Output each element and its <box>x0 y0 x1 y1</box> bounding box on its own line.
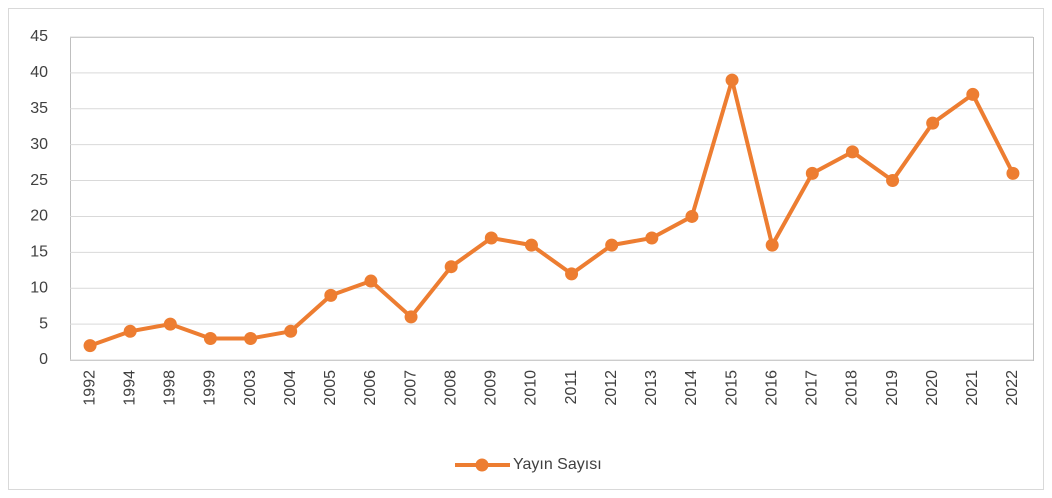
data-point <box>1006 166 1020 180</box>
x-tick-label: 1999 <box>202 370 219 406</box>
legend-label: Yayın Sayısı <box>513 456 602 473</box>
x-tick-label: 2006 <box>362 370 379 406</box>
data-point <box>404 310 418 324</box>
x-tick-label: 2020 <box>924 370 941 406</box>
x-tick-label: 2009 <box>483 370 500 406</box>
data-point <box>926 116 940 130</box>
x-tick-label: 2011 <box>563 370 580 405</box>
y-tick-label: 45 <box>30 28 48 45</box>
data-point <box>765 238 779 252</box>
x-tick-label: 2010 <box>523 370 540 406</box>
data-point <box>284 324 298 338</box>
y-tick-label: 35 <box>30 100 48 117</box>
x-tick-label: 2015 <box>723 370 740 406</box>
x-tick-label: 2016 <box>763 370 780 406</box>
y-tick-label: 15 <box>30 244 48 261</box>
y-tick-label: 10 <box>30 279 48 296</box>
data-point <box>966 87 980 101</box>
data-point <box>324 288 338 302</box>
data-point <box>565 267 579 281</box>
data-point <box>886 174 900 188</box>
x-tick-label: 2014 <box>683 370 700 406</box>
x-tick-label: 1998 <box>162 370 179 406</box>
data-point <box>444 260 458 274</box>
series-line <box>89 78 1015 348</box>
x-tick-label: 2017 <box>804 370 821 406</box>
y-tick-label: 20 <box>30 208 48 225</box>
data-point <box>484 231 498 245</box>
data-point <box>725 73 739 87</box>
y-tick-label: 30 <box>30 136 48 153</box>
data-point <box>83 339 97 353</box>
data-point <box>203 331 217 345</box>
y-tick-label: 5 <box>39 315 48 332</box>
x-tick-label: 2004 <box>282 370 299 406</box>
x-tick-label: 2005 <box>322 370 339 406</box>
x-tick-label: 2008 <box>442 370 459 406</box>
legend-marker <box>475 458 489 472</box>
x-tick-label: 2012 <box>603 370 620 406</box>
x-tick-label: 2018 <box>844 370 861 406</box>
x-tick-label: 1992 <box>81 370 98 406</box>
chart-border <box>8 8 1044 490</box>
data-point <box>163 317 177 331</box>
y-tick-label: 0 <box>39 351 48 368</box>
data-point <box>845 145 859 159</box>
x-tick-label: 2013 <box>643 370 660 406</box>
data-point <box>685 209 699 223</box>
data-point <box>123 324 137 338</box>
y-tick-label: 25 <box>30 172 48 189</box>
x-tick-label: 1994 <box>121 370 138 406</box>
y-tick-label: 40 <box>30 64 48 81</box>
x-tick-label: 2003 <box>242 370 259 406</box>
data-point <box>524 238 538 252</box>
x-tick-label: 2007 <box>402 370 419 406</box>
data-point <box>244 331 258 345</box>
data-point <box>605 238 619 252</box>
data-point <box>364 274 378 288</box>
x-tick-label: 2019 <box>884 370 901 406</box>
x-tick-label: 2021 <box>964 370 981 406</box>
x-tick-label: 2022 <box>1004 370 1021 406</box>
data-point <box>645 231 659 245</box>
data-point <box>805 166 819 180</box>
